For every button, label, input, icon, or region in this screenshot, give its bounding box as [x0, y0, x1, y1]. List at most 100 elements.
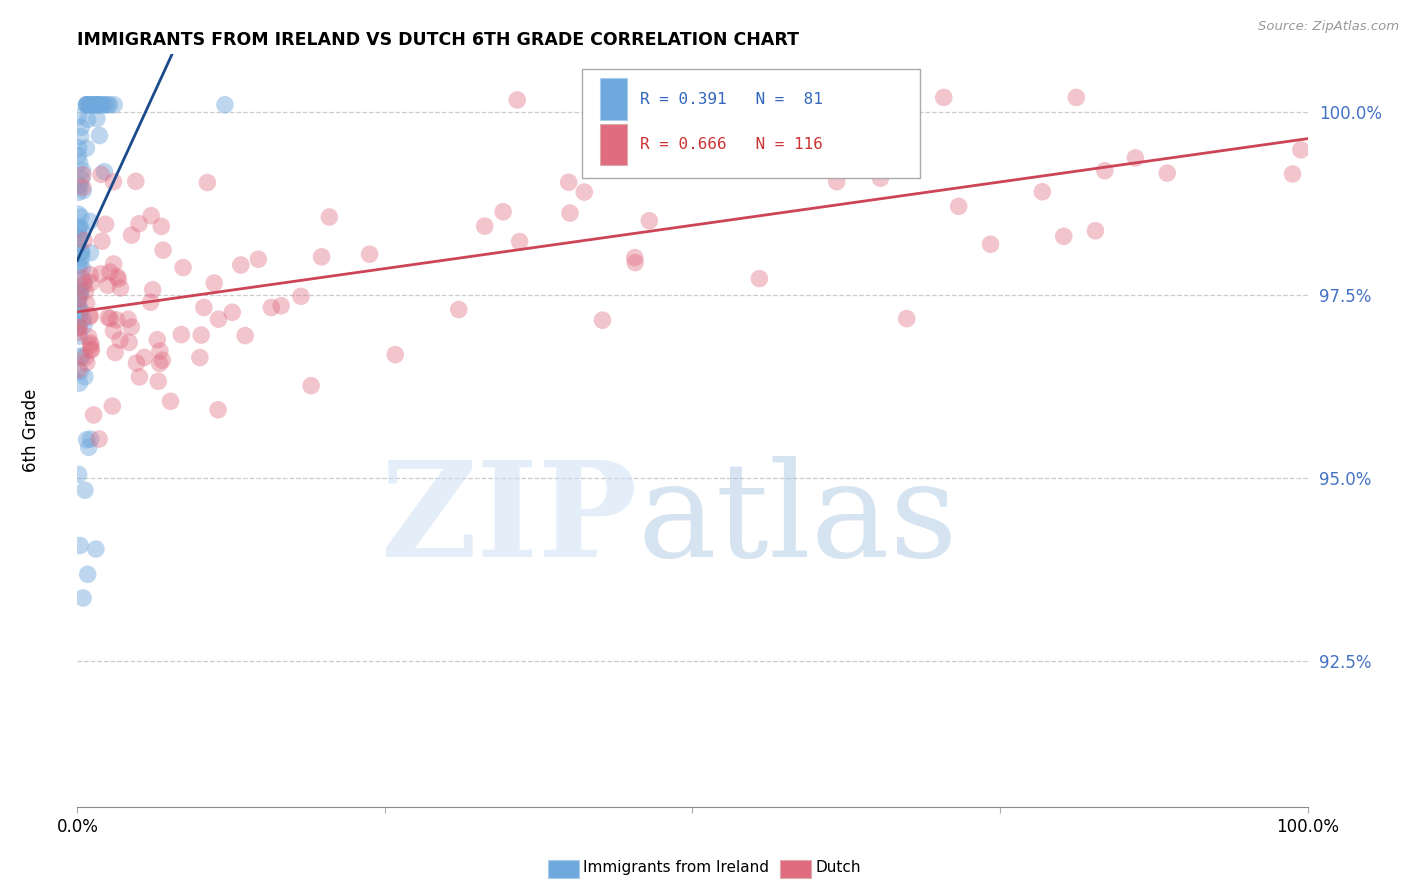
- Point: [384, 348, 406, 362]
- Point: [979, 237, 1001, 252]
- Point: [80, 432, 103, 446]
- Text: Source: ZipAtlas.com: Source: ZipAtlas.com: [1258, 20, 1399, 33]
- Point: [69, 178, 91, 193]
- Point: [75, 141, 97, 155]
- Point: [69, 286, 91, 301]
- Point: [72, 180, 94, 194]
- Point: [159, 394, 181, 409]
- Point: [103, 324, 125, 338]
- Point: [90, 168, 112, 182]
- Bar: [600, 124, 627, 165]
- Point: [69, 129, 91, 144]
- Point: [75, 97, 97, 112]
- Point: [193, 301, 215, 315]
- Point: [574, 185, 596, 199]
- Point: [558, 206, 581, 220]
- Point: [67, 230, 90, 244]
- Point: [87, 97, 110, 112]
- Point: [146, 333, 169, 347]
- Point: [67, 237, 90, 252]
- Point: [359, 247, 381, 261]
- Point: [509, 235, 531, 249]
- Point: [76, 355, 98, 369]
- Point: [1084, 224, 1107, 238]
- Point: [70, 350, 93, 364]
- Point: [105, 313, 128, 327]
- Point: [117, 312, 139, 326]
- Point: [150, 219, 173, 234]
- Point: [190, 328, 212, 343]
- Point: [89, 128, 111, 143]
- Point: [492, 204, 515, 219]
- Point: [134, 351, 156, 365]
- Point: [77, 441, 100, 455]
- Point: [290, 289, 312, 303]
- Point: [94, 97, 117, 112]
- Text: Dutch: Dutch: [815, 860, 860, 874]
- Point: [557, 175, 579, 189]
- Point: [103, 257, 125, 271]
- Point: [1156, 166, 1178, 180]
- FancyBboxPatch shape: [582, 69, 920, 178]
- Point: [105, 269, 128, 284]
- Point: [118, 335, 141, 350]
- Point: [98, 265, 121, 279]
- Point: [202, 276, 225, 290]
- Point: [76, 112, 98, 127]
- Point: [229, 258, 252, 272]
- Point: [73, 234, 96, 248]
- Point: [707, 162, 730, 177]
- Point: [103, 97, 125, 112]
- Point: [69, 219, 91, 234]
- Point: [73, 483, 96, 498]
- Text: IMMIGRANTS FROM IRELAND VS DUTCH 6TH GRADE CORRELATION CHART: IMMIGRANTS FROM IRELAND VS DUTCH 6TH GRA…: [77, 31, 800, 49]
- Point: [67, 148, 90, 162]
- Point: [214, 97, 236, 112]
- Point: [70, 251, 93, 265]
- Point: [67, 141, 90, 155]
- Point: [79, 309, 101, 323]
- Point: [97, 278, 120, 293]
- Point: [103, 175, 125, 189]
- Point: [69, 303, 91, 318]
- Point: [139, 295, 162, 310]
- Point: [84, 97, 107, 112]
- Point: [270, 299, 292, 313]
- Point: [67, 293, 90, 307]
- Point: [825, 175, 848, 189]
- Point: [73, 318, 96, 333]
- Point: [67, 259, 90, 273]
- Point: [72, 163, 94, 178]
- Point: [67, 298, 90, 312]
- Point: [108, 333, 131, 347]
- Point: [638, 213, 661, 227]
- Point: [69, 278, 91, 293]
- Point: [1125, 151, 1147, 165]
- Point: [778, 90, 800, 104]
- Point: [79, 97, 101, 112]
- Point: [87, 97, 110, 112]
- Point: [79, 268, 101, 282]
- Point: [67, 320, 90, 334]
- Text: R = 0.391   N =  81: R = 0.391 N = 81: [640, 92, 823, 107]
- Point: [125, 356, 148, 370]
- Point: [67, 222, 90, 236]
- Point: [932, 90, 955, 104]
- Point: [107, 272, 129, 286]
- Point: [86, 97, 108, 112]
- Point: [233, 328, 256, 343]
- Text: ZIP: ZIP: [380, 457, 637, 585]
- Point: [72, 261, 94, 276]
- Point: [87, 432, 110, 446]
- Point: [128, 217, 150, 231]
- Point: [90, 97, 112, 112]
- Text: Immigrants from Ireland: Immigrants from Ireland: [583, 860, 769, 874]
- Point: [247, 252, 270, 267]
- Point: [80, 343, 103, 357]
- Point: [69, 329, 91, 343]
- Point: [299, 378, 322, 392]
- Point: [73, 274, 96, 288]
- Point: [70, 245, 93, 260]
- Bar: [600, 78, 627, 120]
- Point: [623, 251, 645, 265]
